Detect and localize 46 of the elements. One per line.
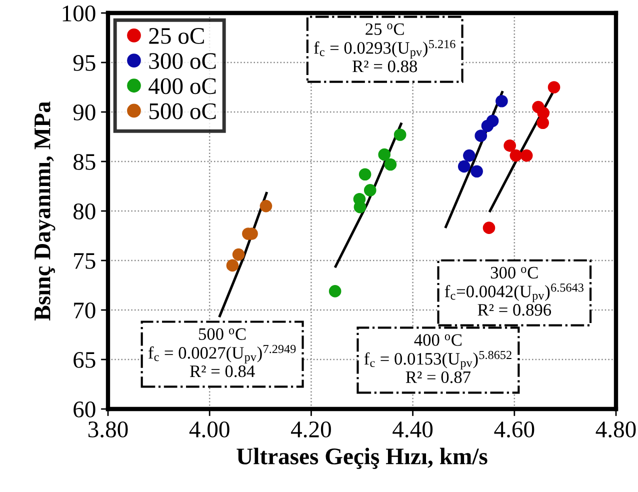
text: 400 $^{o}$C f$_{c}$ = 0.0153(U$_{pv}$)$^{5.8652}$ R² = 0.87	[364, 334, 512, 384]
x-tick-label: 4.00	[189, 421, 230, 438]
y-axis-title: Bsınç Dayanımı, MPa	[34, 102, 56, 320]
x-tick-label: 4.80	[596, 421, 636, 438]
point	[536, 116, 550, 130]
x-tick-label: 4.60	[494, 421, 534, 438]
point	[482, 222, 496, 234]
legend-label: 400 oC	[148, 78, 216, 94]
text: 300 $^{o}$C f$_{c}$=0.0042(U$_{pv}$)$^{6.5643}$ R² = 0.896	[444, 266, 584, 316]
point	[358, 168, 372, 181]
y-tick-label: 60	[74, 401, 96, 418]
point	[496, 94, 508, 108]
x-tick-label: 4.20	[291, 421, 331, 438]
point	[463, 149, 476, 162]
x-axis-title: Ultrases Geçiş Hızı, km/s	[236, 448, 488, 470]
point	[232, 248, 245, 261]
point	[384, 158, 397, 171]
text: 25 $^{o}$C f$_{c}$ = 0.0293(U$_{pv}$)$^{5.216}$ R² = 0.88	[314, 23, 456, 72]
y-tick-label: 75	[74, 253, 96, 269]
point	[474, 130, 488, 142]
point	[260, 200, 272, 212]
text: 500 $^{o}$C f$_{c}$ = 0.0027(U$_{pv}$)$^{7.2949}$ R² = 0.84	[148, 328, 296, 378]
point	[364, 184, 376, 196]
y-tick-label: 95	[73, 55, 96, 71]
legend-label: 500 oC	[150, 103, 216, 120]
point	[470, 165, 483, 178]
point	[504, 140, 516, 152]
y-tick-label: 85	[73, 154, 96, 170]
y-tick-label: 70	[74, 302, 96, 318]
y-tick-label: 80	[73, 203, 96, 220]
point	[226, 259, 239, 272]
y-tick-label: 90	[73, 104, 96, 120]
point	[548, 81, 560, 94]
legend-label: 300 oC	[149, 53, 216, 70]
legend-label: 25 oC	[149, 28, 204, 44]
point	[481, 120, 494, 132]
point	[378, 148, 391, 161]
x-tick-label: 3.80	[88, 421, 128, 438]
y-tick-label: 100	[62, 5, 96, 22]
point	[510, 149, 522, 162]
x-tick-label: 4.40	[392, 421, 433, 438]
point	[458, 160, 470, 173]
point	[520, 149, 533, 162]
point	[328, 285, 342, 298]
y-tick-label: 65	[74, 352, 96, 368]
point	[394, 128, 406, 141]
